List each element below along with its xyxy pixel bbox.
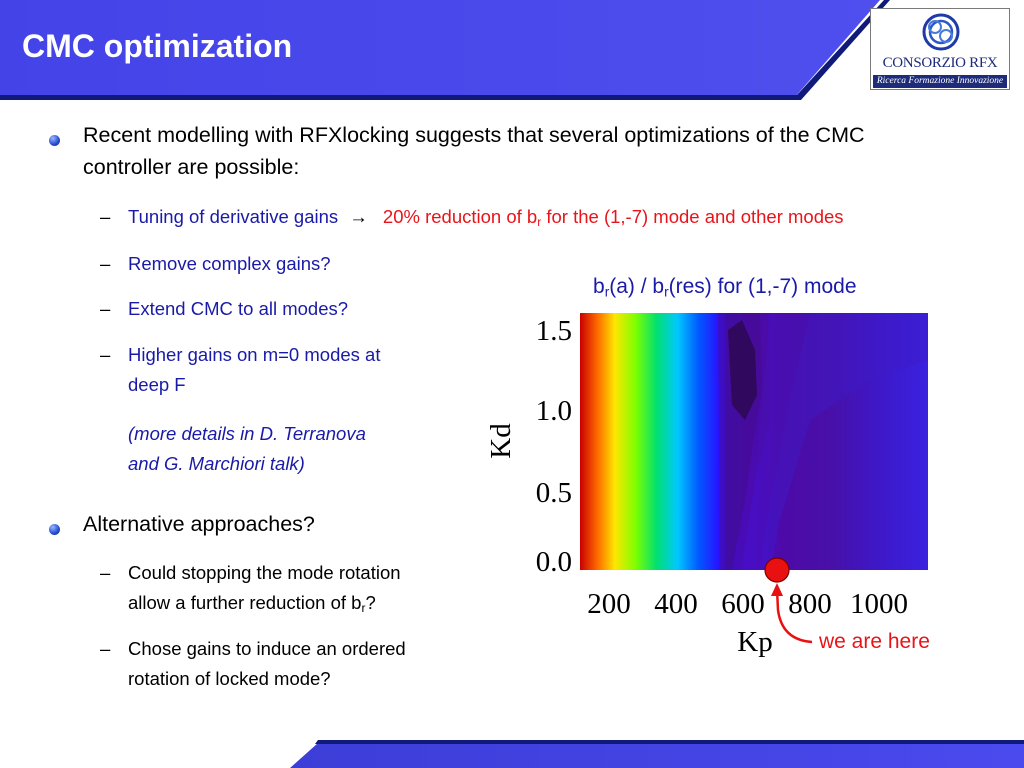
sub-bullet-dash: – <box>100 206 111 227</box>
bullet-dot <box>49 524 60 535</box>
y-tick-label: 1.0 <box>536 395 572 427</box>
bullet-dot <box>49 135 60 146</box>
current-position-marker <box>764 557 790 583</box>
tuning-text: Tuning of derivative gains <box>128 206 339 227</box>
contour-region <box>728 320 757 420</box>
slide-title: CMC optimization <box>22 28 293 64</box>
bullet-1-line1: Recent modelling with RFXlocking suggest… <box>83 123 865 147</box>
we-are-here-annotation: we are here <box>819 630 930 653</box>
reduction-text: 20% reduction of br for the (1,-7) mode … <box>382 206 844 229</box>
y-tick-label: 1.5 <box>536 315 572 347</box>
logo-tagline: Ricerca Formazione Innovazione <box>873 75 1007 88</box>
footer-band <box>290 740 1024 768</box>
sub-bullet-ordered-rotation: Chose gains to induce an ordered rotatio… <box>128 638 406 689</box>
y-tick-label: 0.5 <box>536 477 572 509</box>
arrow-right-icon: → <box>349 206 368 227</box>
sub-bullet-higher-gains: Higher gains on m=0 modes at deep F <box>128 344 381 395</box>
contour-region <box>760 313 928 570</box>
x-tick-label: 200 <box>587 588 631 620</box>
x-tick-label: 800 <box>788 588 832 620</box>
logo-name: CONSORZIO RFX <box>882 55 998 71</box>
consorzio-rfx-logo: CONSORZIO RFX Ricerca Formazione Innovaz… <box>870 8 1010 90</box>
sub-bullet-stopping-rotation: Could stopping the mode rotation allow a… <box>128 562 401 615</box>
x-tick-label: 400 <box>654 588 698 620</box>
y-tick-label: 0.0 <box>536 546 572 578</box>
sub-bullet-dash: – <box>100 253 111 274</box>
sub-bullet-extend-cmc: Extend CMC to all modes? <box>128 298 349 319</box>
heatmap-chart: 1.5 1.0 0.5 0.0 Kd 200 400 600 800 1000 … <box>485 313 928 658</box>
sub-bullet-dash: – <box>100 344 111 365</box>
x-axis-label: Kp <box>737 626 772 658</box>
y-axis-label: Kd <box>485 423 517 459</box>
details-note: (more details in D. Terranova and G. Mar… <box>128 423 366 474</box>
logo-emblem-icon <box>922 13 960 51</box>
sub-bullet-tuning: Tuning of derivative gains → 20% reducti… <box>128 202 844 237</box>
chart-title: br(a) / br(res) for (1,-7) mode <box>593 275 857 300</box>
contour-region <box>740 313 810 570</box>
bullet-1-line2: controller are possible: <box>83 155 300 179</box>
sub-bullet-dash: – <box>100 638 111 659</box>
header-band <box>0 0 890 100</box>
bullet-2-text: Alternative approaches? <box>83 512 315 536</box>
pointer-arrow-icon <box>775 588 813 644</box>
arrow-head-icon <box>771 583 783 596</box>
sub-bullet-dash: – <box>100 298 111 319</box>
x-tick-label: 600 <box>721 588 765 620</box>
sub-bullet-dash: – <box>100 562 111 583</box>
sub-bullet-complex-gains: Remove complex gains? <box>128 253 331 274</box>
x-tick-label: 1000 <box>850 588 908 620</box>
bullet-1-text: Recent modelling with RFXlocking suggest… <box>83 119 963 183</box>
